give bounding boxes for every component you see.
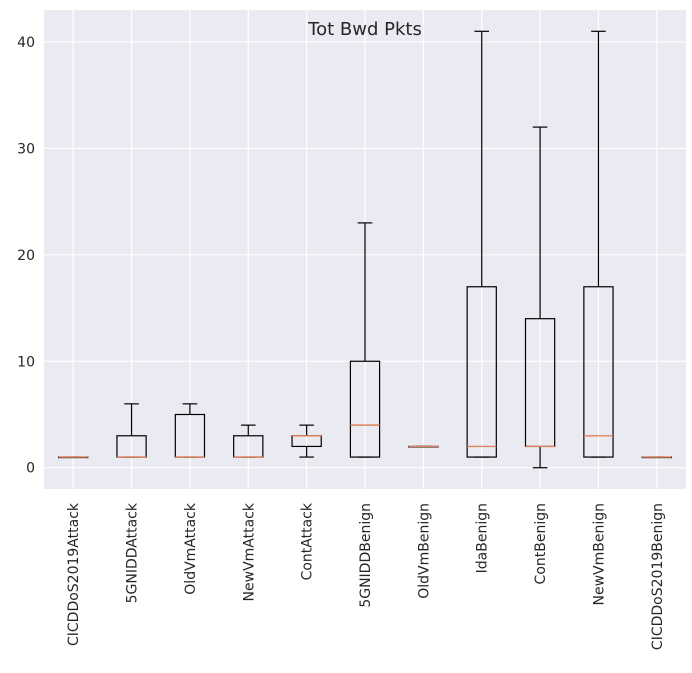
x-tick-labels: CICDDoS2019Attack 5GNIDDAttack OldVmAttack…: [66, 502, 666, 650]
box-5GNIDDAttack: [116, 403, 147, 458]
x-tick-label: 5GNIDDBenign: [358, 503, 374, 608]
box-ContBenign: [524, 126, 556, 469]
x-tick-label: OldVmAttack: [183, 502, 199, 595]
x-tick-label: ContBenign: [533, 503, 549, 584]
x-tick-label: OldVmBenign: [416, 503, 432, 599]
box-OldVmAttack: [174, 403, 206, 458]
y-tick-label: 30: [17, 141, 35, 157]
x-tick-label: CICDDoS2019Benign: [650, 503, 666, 650]
y-tick-label: 20: [17, 248, 35, 264]
box-CICDDoS2019Attack: [57, 456, 89, 459]
box-5GNIDDBenign: [349, 222, 381, 458]
y-tick-label: 10: [17, 354, 35, 370]
iqr-box: [466, 286, 497, 458]
box-ContAttack: [291, 424, 322, 458]
iqr-box: [583, 286, 614, 458]
chart-title: Tot Bwd Pkts: [307, 19, 422, 40]
x-tick-label: CICDDoS2019Attack: [66, 502, 82, 646]
x-tick-label: ContAttack: [300, 502, 316, 580]
x-tick-label: NewVmAttack: [241, 502, 257, 601]
x-tick-label: 5GNIDDAttack: [125, 502, 141, 603]
y-tick-label: 0: [26, 461, 35, 477]
boxes: [57, 30, 673, 469]
box-IdaBenign: [466, 30, 497, 458]
box-CICDDoS2019Benign: [641, 456, 673, 459]
y-tick-label: 40: [17, 35, 35, 51]
y-tick-labels: 0 10 20 30 40: [17, 35, 35, 477]
x-tick-label: NewVmBenign: [591, 503, 607, 606]
box-OldVmBenign: [408, 445, 439, 448]
x-tick-label: IdaBenign: [475, 503, 491, 573]
box-NewVmAttack: [233, 424, 264, 458]
iqr-box: [349, 360, 381, 458]
box-NewVmBenign: [583, 30, 614, 458]
